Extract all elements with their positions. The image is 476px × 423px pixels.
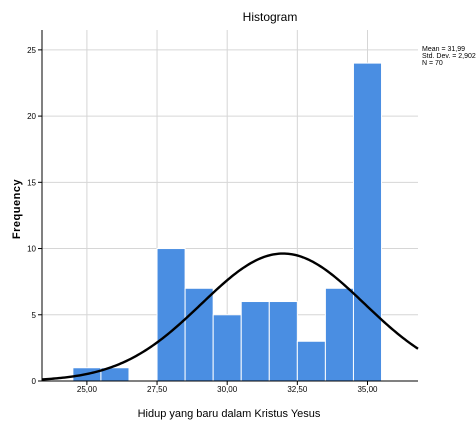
- histogram-bar: [352, 62, 383, 382]
- y-axis-label: Frequency: [11, 179, 23, 240]
- x-tick-label: 35,00: [357, 385, 378, 394]
- x-tick-label: 27,50: [147, 385, 168, 394]
- x-axis-label: Hidup yang baru dalam Kristus Yesus: [138, 408, 321, 420]
- stats-mean: Mean = 31,99: [422, 46, 465, 53]
- normal-curve: [41, 252, 419, 381]
- histogram-bar: [212, 314, 242, 382]
- histogram-bar: [184, 287, 214, 382]
- axes: [41, 30, 418, 382]
- histogram-bar: [240, 301, 270, 382]
- stats-std-dev: Std. Dev. = 2,902: [422, 53, 476, 60]
- histogram-bar: [156, 248, 186, 382]
- histogram-bar: [324, 287, 354, 382]
- y-tick-label: 0: [32, 377, 37, 386]
- stats-box: Mean = 31,99 Std. Dev. = 2,902 N = 70: [422, 46, 476, 67]
- histogram-bars: [72, 62, 383, 382]
- histogram-bar: [296, 340, 326, 382]
- x-tick-label: 25,00: [77, 385, 98, 394]
- histogram-bar: [268, 301, 298, 382]
- y-tick-label: 25: [27, 46, 36, 55]
- y-tick-label: 5: [32, 311, 37, 320]
- y-tick-label: 20: [27, 112, 36, 121]
- y-tick-label: 15: [27, 178, 36, 187]
- x-tick-label: 32,50: [287, 385, 308, 394]
- tick-labels: 0 5 10 15 20 25 25,00 27,50 30,00 32,50 35,00: [27, 46, 378, 394]
- stats-n: N = 70: [422, 60, 443, 67]
- chart-title: Histogram: [243, 10, 298, 24]
- y-tick-label: 10: [27, 245, 36, 254]
- x-tick-label: 30,00: [217, 385, 238, 394]
